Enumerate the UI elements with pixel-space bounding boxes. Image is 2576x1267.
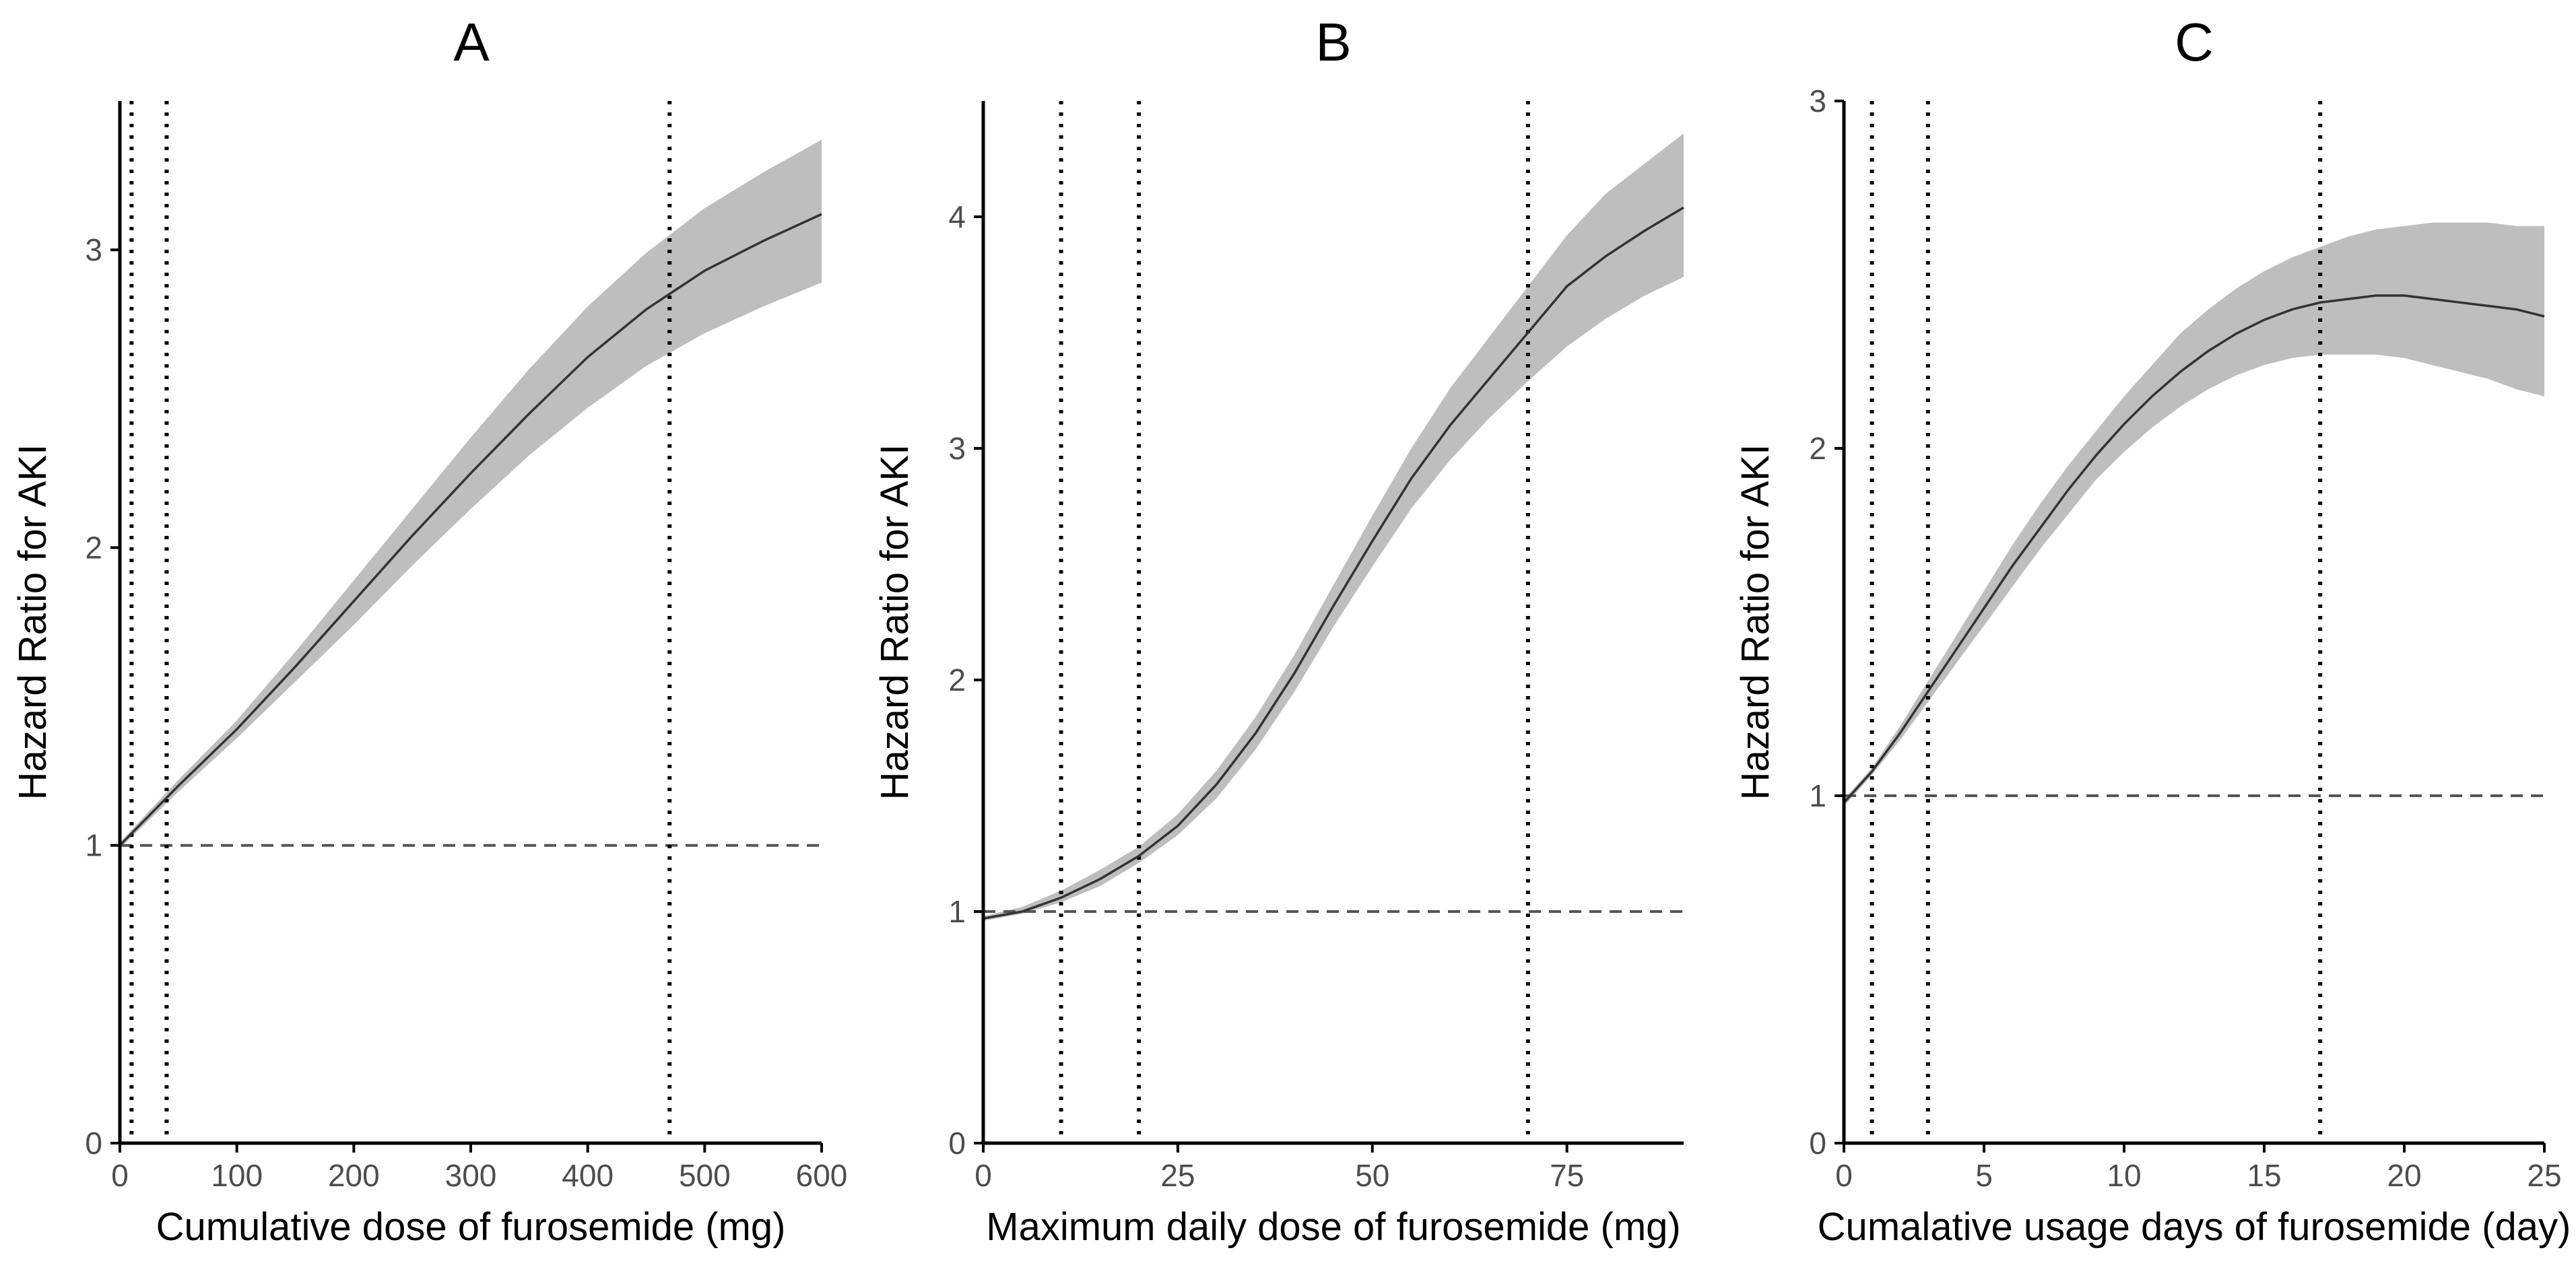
y-tick-label: 1 <box>948 894 966 929</box>
y-tick-label: 2 <box>85 530 102 565</box>
y-tick-label: 3 <box>85 232 102 267</box>
x-tick-label: 75 <box>1550 1158 1584 1193</box>
y-tick-label: 0 <box>1809 1126 1826 1161</box>
y-tick-label: 1 <box>1809 778 1826 813</box>
x-tick-label: 500 <box>679 1158 731 1193</box>
x-tick-label: 5 <box>1975 1158 1993 1193</box>
x-tick-label: 100 <box>211 1158 263 1193</box>
x-tick-label: 600 <box>796 1158 848 1193</box>
x-tick-label: 0 <box>1835 1158 1853 1193</box>
x-tick-label: 15 <box>2247 1158 2281 1193</box>
x-tick-label: 50 <box>1355 1158 1389 1193</box>
x-axis-title: Cumalative usage days of furosemide (day… <box>1818 1205 2571 1249</box>
y-tick-label: 3 <box>948 431 966 466</box>
x-tick-label: 25 <box>1160 1158 1195 1193</box>
y-tick-label: 0 <box>948 1126 966 1161</box>
x-axis-title: Cumulative dose of furosemide (mg) <box>156 1205 786 1249</box>
y-axis-title: Hazard Ratio for AKI <box>11 444 55 800</box>
panel-a: 0 1 2 3 0 100 200 300 400 500 600 A Cumulative dose … <box>11 12 847 1249</box>
x-tick-label: 0 <box>111 1158 129 1193</box>
confidence-band <box>120 139 822 849</box>
panel-title: C <box>2175 12 2214 72</box>
x-tick-label: 25 <box>2527 1158 2561 1193</box>
x-tick-label: 20 <box>2387 1158 2421 1193</box>
hazard-ratio-curve <box>1843 294 2545 804</box>
x-tick-label: 10 <box>2107 1158 2141 1193</box>
confidence-band <box>1844 222 2544 807</box>
y-tick-label: 3 <box>1809 83 1826 118</box>
hazard-ratio-curve <box>983 206 1684 920</box>
panel-c: 0 1 2 3 0 5 10 15 20 25 C Cumalative usage days of … <box>1733 12 2571 1249</box>
hazard-ratio-curve <box>119 213 822 846</box>
x-tick-label: 400 <box>562 1158 614 1193</box>
y-axis-title: Hazard Ratio for AKI <box>873 444 917 800</box>
y-tick-label: 4 <box>948 199 966 234</box>
x-tick-label: 200 <box>328 1158 380 1193</box>
x-axis-title: Maximum daily dose of furosemide (mg) <box>986 1205 1680 1249</box>
panel-title: A <box>453 12 490 72</box>
confidence-band <box>983 133 1684 921</box>
y-tick-label: 2 <box>1809 431 1826 466</box>
y-axis-title: Hazard Ratio for AKI <box>1733 444 1777 800</box>
y-tick-label: 0 <box>85 1126 102 1161</box>
panel-b: 0 1 2 3 4 0 25 50 75 B Maximum daily dose of furos… <box>873 12 1684 1249</box>
panel-title: B <box>1315 12 1351 72</box>
y-tick-label: 2 <box>948 662 966 697</box>
y-tick-label: 1 <box>85 828 102 863</box>
x-tick-label: 0 <box>975 1158 992 1193</box>
x-tick-label: 300 <box>445 1158 497 1193</box>
